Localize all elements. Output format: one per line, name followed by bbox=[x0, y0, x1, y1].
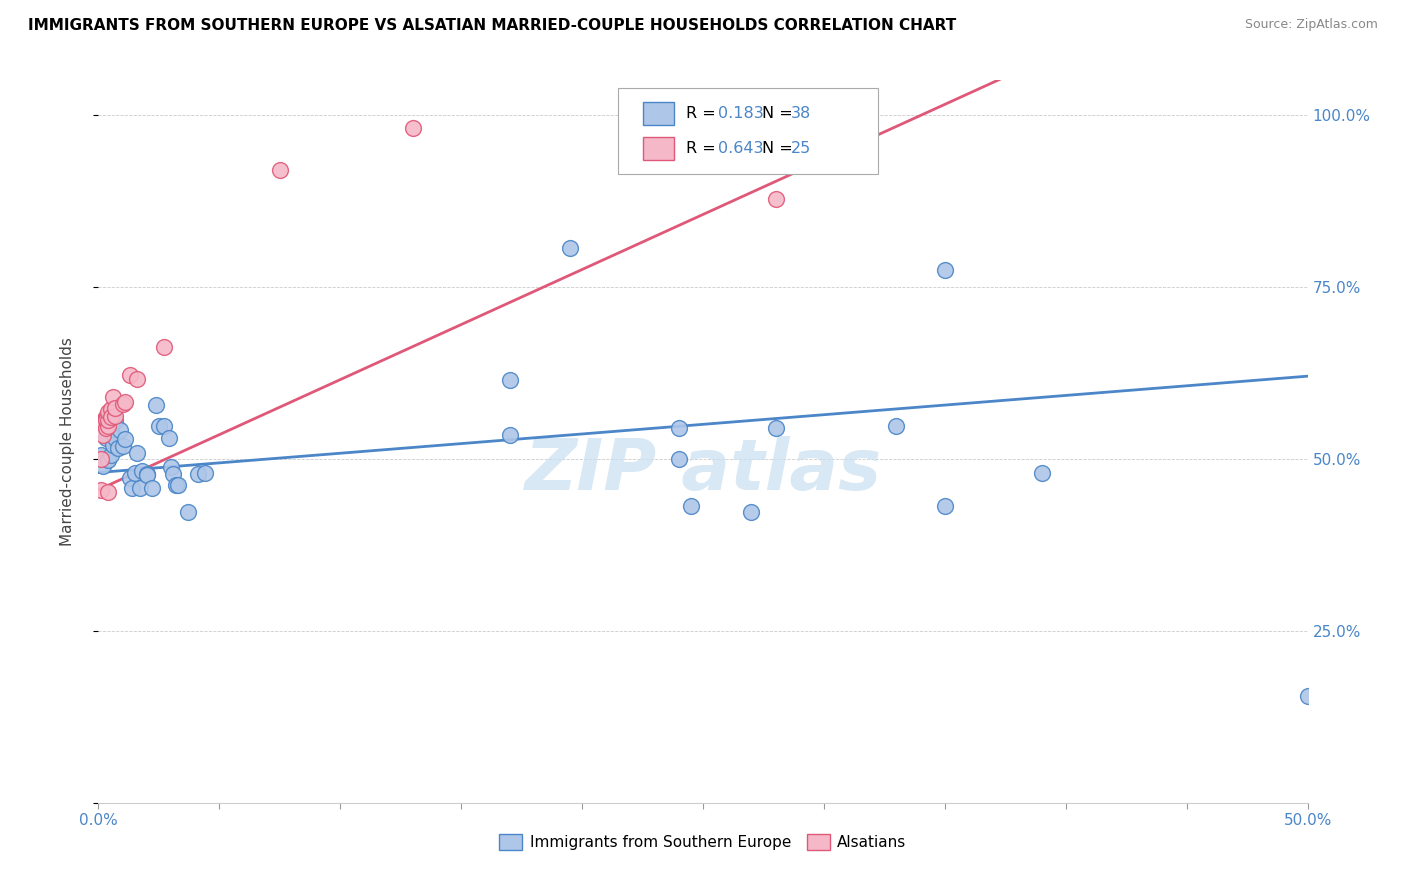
Point bbox=[152, 418, 174, 433]
Point bbox=[94, 410, 117, 425]
Point bbox=[765, 192, 787, 206]
Point bbox=[90, 451, 112, 466]
Point bbox=[152, 340, 174, 354]
Point bbox=[177, 505, 200, 519]
Point bbox=[97, 413, 120, 427]
Text: Source: ZipAtlas.com: Source: ZipAtlas.com bbox=[1244, 18, 1378, 31]
Text: 0.183: 0.183 bbox=[717, 106, 763, 121]
Text: 38: 38 bbox=[792, 106, 811, 121]
Point bbox=[94, 421, 117, 435]
Point bbox=[114, 433, 136, 447]
Point bbox=[934, 499, 956, 513]
Point bbox=[145, 398, 167, 412]
Point bbox=[141, 481, 163, 495]
Point bbox=[94, 414, 117, 428]
Point bbox=[934, 262, 956, 277]
Text: IMMIGRANTS FROM SOUTHERN EUROPE VS ALSATIAN MARRIED-COUPLE HOUSEHOLDS CORRELATIO: IMMIGRANTS FROM SOUTHERN EUROPE VS ALSAT… bbox=[28, 18, 956, 33]
Point bbox=[1031, 466, 1053, 480]
Point bbox=[157, 431, 180, 445]
Point bbox=[104, 409, 127, 423]
Point bbox=[498, 373, 520, 387]
Point bbox=[104, 401, 127, 415]
Point bbox=[886, 418, 908, 433]
Point bbox=[162, 467, 184, 481]
Point bbox=[187, 467, 209, 481]
Point bbox=[160, 460, 183, 475]
Point bbox=[118, 368, 141, 382]
Point bbox=[97, 484, 120, 499]
Text: N =: N = bbox=[762, 141, 799, 156]
Text: R =: R = bbox=[686, 141, 721, 156]
Point bbox=[765, 421, 787, 435]
Point bbox=[740, 505, 762, 519]
Text: 0.643: 0.643 bbox=[717, 141, 763, 156]
Point bbox=[668, 421, 690, 435]
Point bbox=[94, 431, 117, 445]
Point bbox=[167, 478, 190, 492]
Text: ZIP atlas: ZIP atlas bbox=[524, 436, 882, 505]
Point bbox=[269, 162, 291, 177]
Text: 25: 25 bbox=[792, 141, 811, 156]
Point bbox=[111, 439, 134, 453]
Point bbox=[100, 424, 122, 438]
Point bbox=[135, 468, 157, 483]
Point bbox=[91, 414, 114, 428]
Bar bbox=[643, 136, 673, 160]
Point bbox=[97, 419, 120, 434]
Point bbox=[124, 466, 146, 480]
Y-axis label: Married-couple Households: Married-couple Households bbox=[60, 337, 75, 546]
Text: N =: N = bbox=[762, 106, 799, 121]
Point bbox=[100, 448, 122, 462]
Point bbox=[148, 418, 170, 433]
Point bbox=[108, 423, 131, 437]
Point bbox=[402, 121, 425, 136]
Point bbox=[118, 471, 141, 485]
Legend: Immigrants from Southern Europe, Alsatians: Immigrants from Southern Europe, Alsatia… bbox=[494, 828, 912, 856]
Point bbox=[91, 427, 114, 442]
Point bbox=[107, 442, 129, 456]
Point bbox=[114, 395, 136, 409]
Point bbox=[104, 414, 127, 428]
Point bbox=[101, 390, 124, 404]
Point bbox=[90, 448, 112, 462]
Point bbox=[90, 483, 112, 497]
Point bbox=[1296, 689, 1319, 703]
Point bbox=[679, 499, 702, 513]
Point bbox=[121, 481, 143, 495]
Point bbox=[127, 372, 149, 386]
Point bbox=[194, 466, 217, 480]
Point bbox=[131, 464, 153, 478]
Point bbox=[97, 405, 120, 419]
Point bbox=[101, 438, 124, 452]
Point bbox=[97, 453, 120, 467]
Point bbox=[111, 397, 134, 411]
Point bbox=[135, 467, 157, 481]
Bar bbox=[643, 102, 673, 125]
Point bbox=[104, 431, 127, 445]
Point bbox=[100, 402, 122, 417]
Point bbox=[100, 410, 122, 425]
Point bbox=[91, 458, 114, 473]
Point bbox=[498, 427, 520, 442]
Point bbox=[94, 412, 117, 426]
Point bbox=[128, 481, 150, 495]
Text: R =: R = bbox=[686, 106, 721, 121]
Point bbox=[668, 451, 690, 466]
FancyBboxPatch shape bbox=[619, 87, 879, 174]
Point bbox=[97, 451, 120, 466]
Point bbox=[558, 241, 581, 255]
Point bbox=[127, 446, 149, 460]
Point bbox=[91, 414, 114, 428]
Point bbox=[165, 478, 187, 492]
